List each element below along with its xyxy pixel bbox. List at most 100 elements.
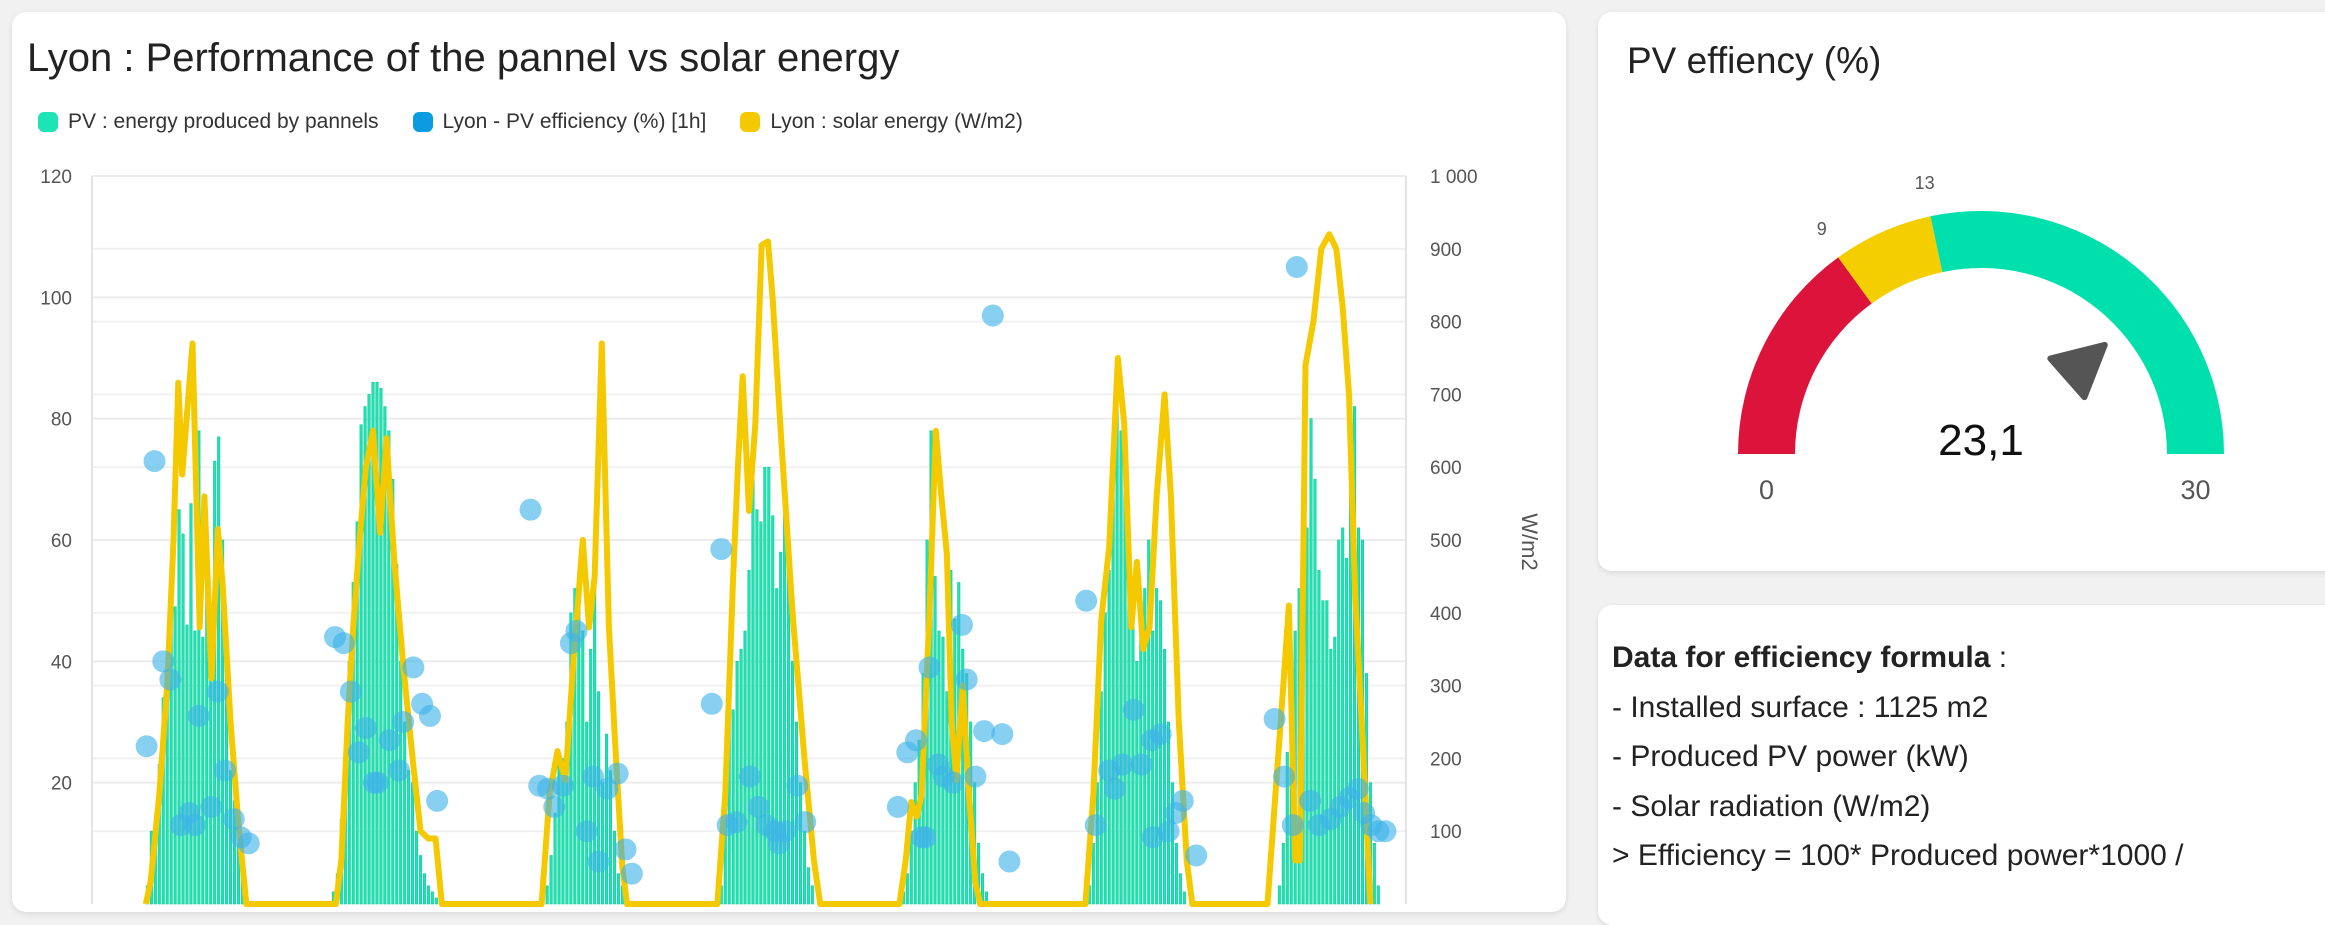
pv-energy-bar (557, 752, 561, 905)
efficiency-point (222, 808, 245, 831)
efficiency-point (1130, 753, 1153, 776)
pv-energy-bar (1313, 479, 1317, 905)
efficiency-point (135, 735, 158, 758)
pv-energy-bar (181, 533, 185, 905)
right-axis-title: W/m2 (1517, 513, 1542, 570)
gauge-needle-icon (2047, 341, 2108, 401)
info-card: Data for efficiency formula : - Installe… (1598, 605, 2325, 925)
legend-item-pv-efficiency[interactable]: Lyon - PV efficiency (%) [1h] (412, 110, 706, 134)
formula-line: > Efficiency = 100* Produced power*1000 … (1612, 839, 2184, 872)
efficiency-point (914, 826, 937, 849)
pv-energy-bar (1178, 873, 1182, 905)
pv-energy-bar (731, 709, 735, 905)
pv-energy-bar (1174, 843, 1178, 905)
pv-energy-bar (933, 576, 937, 905)
efficiency-point (213, 759, 236, 782)
pv-energy-bar (1305, 527, 1309, 905)
efficiency-point (575, 820, 598, 843)
pv-energy-bar (403, 721, 407, 905)
left-axis-tick-label: 60 (51, 531, 72, 552)
efficiency-point (700, 692, 723, 715)
legend-label: PV : energy produced by pannels (68, 110, 379, 133)
right-axis-tick-label: 400 (1430, 604, 1462, 625)
efficiency-point (964, 765, 987, 788)
legend-item-solar-energy[interactable]: Lyon : solar energy (W/m2) (740, 110, 1023, 134)
pv-energy-bar (1159, 600, 1163, 905)
pv-energy-bar (747, 570, 751, 905)
pv-energy-bar (407, 770, 411, 905)
efficiency-point (378, 729, 401, 752)
pv-energy-bar (1119, 430, 1123, 905)
pv-energy-bar (1329, 648, 1333, 905)
formula-line: - Solar radiation (W/m2) (1612, 789, 1931, 823)
gauge-threshold-label: 9 (1817, 219, 1827, 239)
efficiency-point (1346, 777, 1369, 800)
efficiency-point (955, 668, 978, 691)
pv-energy-bar (794, 721, 799, 905)
efficiency-point (942, 771, 965, 794)
pv-energy-bar (201, 636, 205, 905)
pv-energy-bar (581, 630, 585, 905)
chart-title: Lyon : Performance of the pannel vs sola… (27, 36, 900, 80)
pv-energy-bar (1163, 648, 1167, 905)
efficiency-point (614, 838, 637, 861)
legend-marker-icon (740, 112, 761, 132)
efficiency-point (200, 795, 223, 818)
legend-item-pv-energy[interactable]: PV : energy produced by pannels (38, 110, 379, 134)
pv-energy-bar (185, 624, 189, 905)
efficiency-point (339, 680, 362, 703)
pv-energy-bar (775, 588, 779, 905)
left-axis-tick-label: 20 (51, 774, 72, 795)
pv-energy-bar (411, 782, 415, 905)
pv-energy-bar (422, 873, 426, 905)
right-axis-tick-label: 1 000 (1430, 167, 1478, 188)
gauge-band-high (1930, 210, 2224, 454)
left-axis-tick-label: 40 (51, 652, 72, 673)
efficiency-point (183, 814, 206, 837)
pv-energy-bar (193, 630, 197, 905)
efficiency-point (565, 620, 588, 642)
pv-energy-bar (945, 691, 949, 905)
pv-energy-bar (616, 873, 620, 905)
efficiency-point (1281, 814, 1304, 837)
pv-energy-bar (810, 885, 814, 905)
pv-energy-bar (1341, 527, 1345, 905)
efficiency-point (426, 789, 449, 812)
efficiency-point (1299, 789, 1322, 812)
pv-energy-bar (1325, 600, 1329, 905)
pv-energy-bar (418, 855, 423, 905)
pv-energy-bar (1095, 782, 1099, 905)
pv-energy-bar (1317, 570, 1321, 905)
efficiency-point (998, 850, 1021, 873)
left-axis-tick-label: 80 (51, 410, 72, 431)
pv-energy-bar (905, 873, 909, 905)
efficiency-point (332, 632, 355, 655)
pv-energy-bar (802, 830, 806, 905)
pv-energy-bar (1372, 843, 1376, 905)
pv-energy-bar (1091, 843, 1095, 905)
pv-energy-bar (430, 891, 434, 905)
efficiency-point (519, 498, 542, 521)
pv-energy-bar (759, 521, 763, 905)
efficiency-point (237, 832, 260, 855)
pv-energy-bar (1099, 691, 1103, 905)
legend-label: Lyon : solar energy (W/m2) (770, 110, 1023, 133)
efficiency-point (1157, 820, 1180, 843)
right-axis-tick-label: 200 (1430, 749, 1462, 770)
efficiency-gauge: 9 13 0 30 23,1 (1738, 173, 2224, 505)
efficiency-point (786, 774, 809, 797)
efficiency-point (388, 759, 411, 782)
efficiency-point (1263, 707, 1286, 730)
pv-energy-bar (1135, 661, 1139, 905)
pv-energy-bar (1182, 891, 1186, 905)
chart-card: Lyon : Performance of the pannel vs sola… (12, 12, 1566, 912)
right-axis-tick-label: 100 (1430, 822, 1462, 843)
pv-energy-bar (1107, 570, 1111, 905)
efficiency-point (143, 450, 166, 473)
pv-energy-bar (604, 733, 609, 905)
efficiency-point (587, 850, 610, 873)
efficiency-point (950, 613, 973, 636)
left-axis-tick-label: 120 (40, 167, 72, 188)
pv-energy-bar (189, 503, 193, 905)
efficiency-point (187, 704, 210, 727)
